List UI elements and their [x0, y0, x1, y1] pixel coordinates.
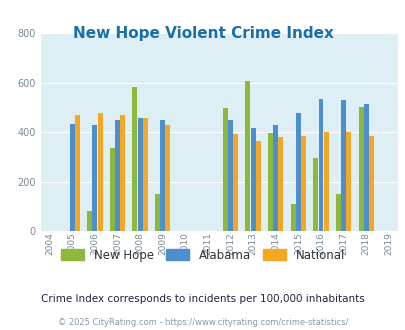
Bar — [278, 138, 283, 231]
Bar — [70, 124, 75, 231]
Bar — [155, 194, 160, 231]
Bar — [109, 148, 115, 231]
Bar — [363, 104, 368, 231]
Bar — [97, 113, 102, 231]
Bar — [290, 204, 295, 231]
Bar — [335, 194, 340, 231]
Bar — [368, 136, 373, 231]
Bar — [323, 132, 328, 231]
Bar — [255, 141, 260, 231]
Bar — [318, 99, 323, 231]
Text: Crime Index corresponds to incidents per 100,000 inhabitants: Crime Index corresponds to incidents per… — [41, 294, 364, 304]
Bar — [295, 113, 300, 231]
Bar — [92, 125, 97, 231]
Bar — [273, 125, 277, 231]
Bar — [137, 118, 142, 231]
Text: © 2025 CityRating.com - https://www.cityrating.com/crime-statistics/: © 2025 CityRating.com - https://www.city… — [58, 318, 347, 327]
Bar — [358, 107, 362, 231]
Bar — [75, 115, 80, 231]
Bar — [132, 87, 137, 231]
Bar — [87, 211, 92, 231]
Bar — [313, 158, 318, 231]
Bar — [345, 132, 350, 231]
Bar — [165, 125, 170, 231]
Bar — [245, 81, 250, 231]
Bar — [120, 115, 125, 231]
Bar — [233, 135, 238, 231]
Bar — [250, 128, 255, 231]
Bar — [340, 100, 345, 231]
Bar — [222, 109, 227, 231]
Bar — [301, 136, 305, 231]
Bar — [143, 118, 147, 231]
Bar — [267, 133, 273, 231]
Text: New Hope Violent Crime Index: New Hope Violent Crime Index — [72, 26, 333, 41]
Bar — [160, 120, 165, 231]
Bar — [115, 120, 119, 231]
Legend: New Hope, Alabama, National: New Hope, Alabama, National — [56, 244, 349, 266]
Bar — [228, 120, 232, 231]
